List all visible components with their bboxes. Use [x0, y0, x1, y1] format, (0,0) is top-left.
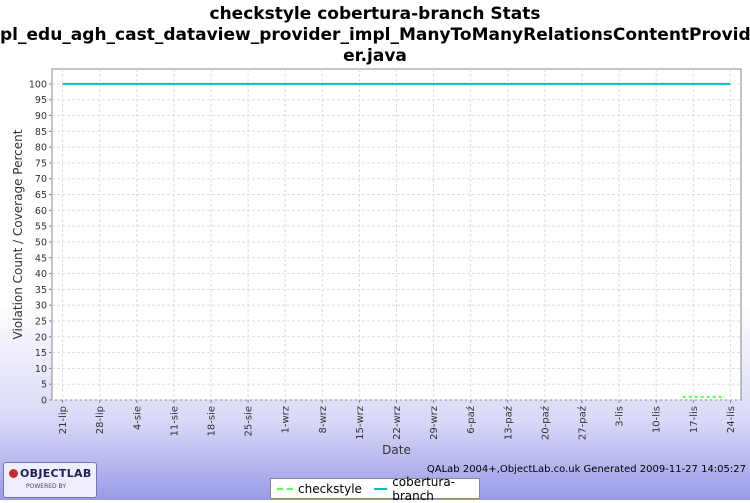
chart-title-line3: er.java: [343, 46, 407, 66]
y-tick-label: 70: [35, 174, 47, 185]
y-tick-label: 30: [35, 301, 47, 312]
x-tick-label: 17-lis: [689, 406, 700, 433]
x-tick-label: 21-lip: [58, 406, 69, 434]
y-tick-label: 90: [35, 111, 47, 122]
x-tick-label: 25-sie: [244, 406, 255, 436]
y-tick-label: 60: [35, 206, 47, 217]
logo-mark-icon: [9, 469, 18, 478]
y-tick-label: 75: [35, 158, 47, 169]
chart-legend: checkstyle cobertura-branch: [270, 475, 480, 503]
x-tick-label: 15-wrz: [355, 406, 366, 440]
legend-swatch-cobertura-branch: [373, 487, 388, 490]
y-axis-label: Violation Count / Coverage Percent: [11, 129, 25, 339]
x-tick-label: 20-paź: [539, 406, 551, 440]
y-tick-label: 95: [35, 95, 47, 106]
y-tick-label: 15: [35, 348, 47, 359]
y-tick-label: 10: [35, 364, 47, 375]
legend-label-checkstyle: checkstyle: [298, 481, 362, 496]
y-tick-label: 55: [35, 222, 47, 233]
logo-tagline: POWERED BY: [26, 483, 67, 490]
chart-title-line2: pl_edu_agh_cast_dataview_provider_impl_M…: [0, 25, 750, 45]
x-tick-label: 18-sie: [207, 406, 218, 436]
y-tick-label: 5: [41, 380, 47, 391]
objectlab-logo: OBJECTLAB POWERED BY: [3, 462, 97, 498]
y-tick-label: 0: [41, 396, 47, 407]
legend-item-cobertura-branch: cobertura-branch: [373, 474, 479, 503]
y-tick-label: 100: [29, 79, 47, 90]
y-tick-label: 65: [35, 190, 47, 201]
y-tick-label: 40: [35, 269, 47, 280]
x-tick-label: 1-wrz: [281, 406, 292, 434]
x-tick-label: 11-sie: [169, 406, 180, 436]
x-tick-label: 6-paź: [465, 406, 477, 434]
legend-swatch-checkstyle: [277, 487, 293, 490]
generated-footer: QALab 2004+,ObjectLab.co.uk Generated 20…: [426, 464, 746, 475]
y-tick-label: 80: [35, 143, 47, 154]
chart-title-line1: checkstyle cobertura-branch Stats: [209, 4, 541, 24]
y-tick-label: 85: [35, 127, 47, 138]
legend-label-cobertura-branch: cobertura-branch: [392, 474, 456, 503]
x-tick-label: 27-paź: [577, 406, 589, 440]
x-tick-label: 24-lis: [726, 406, 737, 433]
logo-name: OBJECTLAB: [20, 467, 92, 480]
x-tick-label: 8-wrz: [318, 406, 329, 434]
y-tick-label: 35: [35, 285, 47, 296]
x-tick-label: 22-wrz: [392, 406, 403, 440]
x-tick-label: 4-sie: [132, 406, 143, 430]
x-tick-label: 29-wrz: [429, 406, 440, 440]
x-tick-label: 3-lis: [615, 406, 626, 427]
legend-item-checkstyle: checkstyle: [277, 482, 362, 496]
y-tick-label: 20: [35, 332, 47, 343]
x-tick-label: 10-lis: [652, 406, 663, 433]
y-tick-label: 45: [35, 253, 47, 264]
x-tick-label: 28-lip: [95, 406, 106, 434]
y-tick-label: 50: [35, 237, 47, 248]
x-tick-label: 13-paź: [502, 406, 514, 440]
y-tick-label: 25: [35, 316, 47, 327]
x-axis-label: Date: [382, 443, 411, 457]
